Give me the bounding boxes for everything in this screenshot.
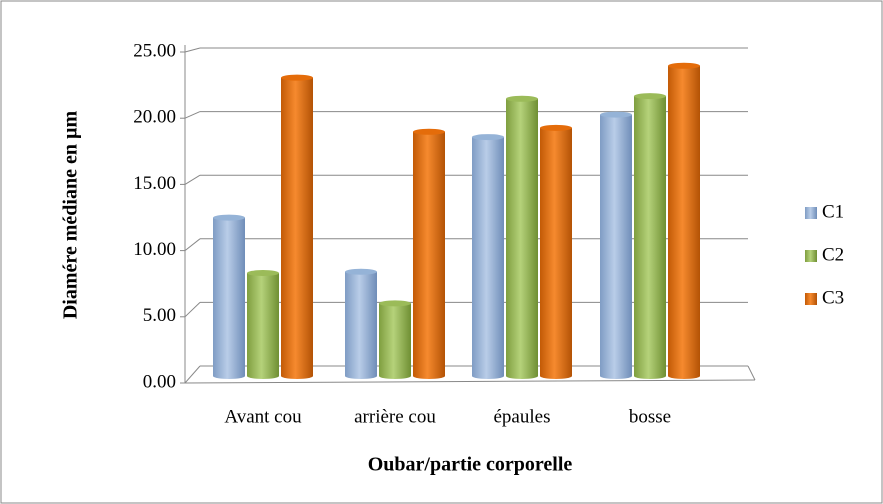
x-tick-label: Avant cou xyxy=(224,406,302,427)
grid-line-side xyxy=(184,174,201,185)
grid-line-side xyxy=(184,47,201,53)
bar xyxy=(472,137,504,376)
bar-top xyxy=(540,124,572,131)
bar-base xyxy=(600,373,632,379)
bar-base xyxy=(413,373,445,379)
bar-base xyxy=(472,373,504,379)
bar-top xyxy=(472,134,504,141)
bar xyxy=(600,114,632,376)
bar-base xyxy=(247,373,279,379)
bar-base xyxy=(668,373,700,379)
bar-top xyxy=(247,270,279,277)
grid-line-side xyxy=(184,365,201,384)
x-axis-title: Oubar/partie corporelle xyxy=(368,454,573,476)
bar-base xyxy=(213,373,245,379)
y-tick-label: 25.00 xyxy=(133,40,176,61)
legend-swatch xyxy=(805,293,817,305)
bar-top xyxy=(634,93,666,100)
legend-swatch xyxy=(805,207,817,219)
bar-top xyxy=(668,62,700,69)
bar-base xyxy=(506,373,538,379)
legend-label: C3 xyxy=(822,287,844,308)
y-axis-title: Diamére médiane en µm xyxy=(60,111,82,320)
y-tick-label: 0.00 xyxy=(143,371,176,392)
legend-label: C2 xyxy=(822,244,844,265)
bar xyxy=(213,217,245,376)
bar xyxy=(281,77,313,377)
y-tick-label: 15.00 xyxy=(133,173,176,194)
bar-top xyxy=(413,128,445,135)
grid-line-side xyxy=(184,111,201,119)
y-tick-label: 10.00 xyxy=(133,239,176,260)
bar xyxy=(247,273,279,376)
bar-top xyxy=(281,74,313,81)
grid-line-side xyxy=(184,302,201,318)
floor-edge xyxy=(747,365,756,381)
bar xyxy=(345,271,377,376)
bar-base xyxy=(281,373,313,379)
bar-base xyxy=(379,373,411,379)
y-tick-label: 20.00 xyxy=(133,107,176,128)
x-axis xyxy=(184,379,756,384)
grid-line-side xyxy=(184,238,201,251)
x-tick-label: bosse xyxy=(629,406,671,427)
y-tick-label: 5.00 xyxy=(143,305,176,326)
x-tick-label: épaules xyxy=(494,406,551,427)
bar xyxy=(540,127,572,376)
bar xyxy=(506,98,538,377)
bar xyxy=(379,303,411,376)
bar-base xyxy=(540,373,572,379)
bar-top xyxy=(600,111,632,118)
bar-top xyxy=(506,95,538,102)
bar-base xyxy=(345,373,377,379)
legend-label: C1 xyxy=(822,201,844,222)
bar xyxy=(634,96,666,376)
bar-top xyxy=(213,214,245,221)
bar xyxy=(668,65,700,377)
legend-swatch xyxy=(805,250,817,262)
bar xyxy=(413,131,445,376)
bar-base xyxy=(634,373,666,379)
x-tick-label: arrière cou xyxy=(354,406,436,427)
bar-top xyxy=(379,300,411,307)
bar-top xyxy=(345,268,377,275)
